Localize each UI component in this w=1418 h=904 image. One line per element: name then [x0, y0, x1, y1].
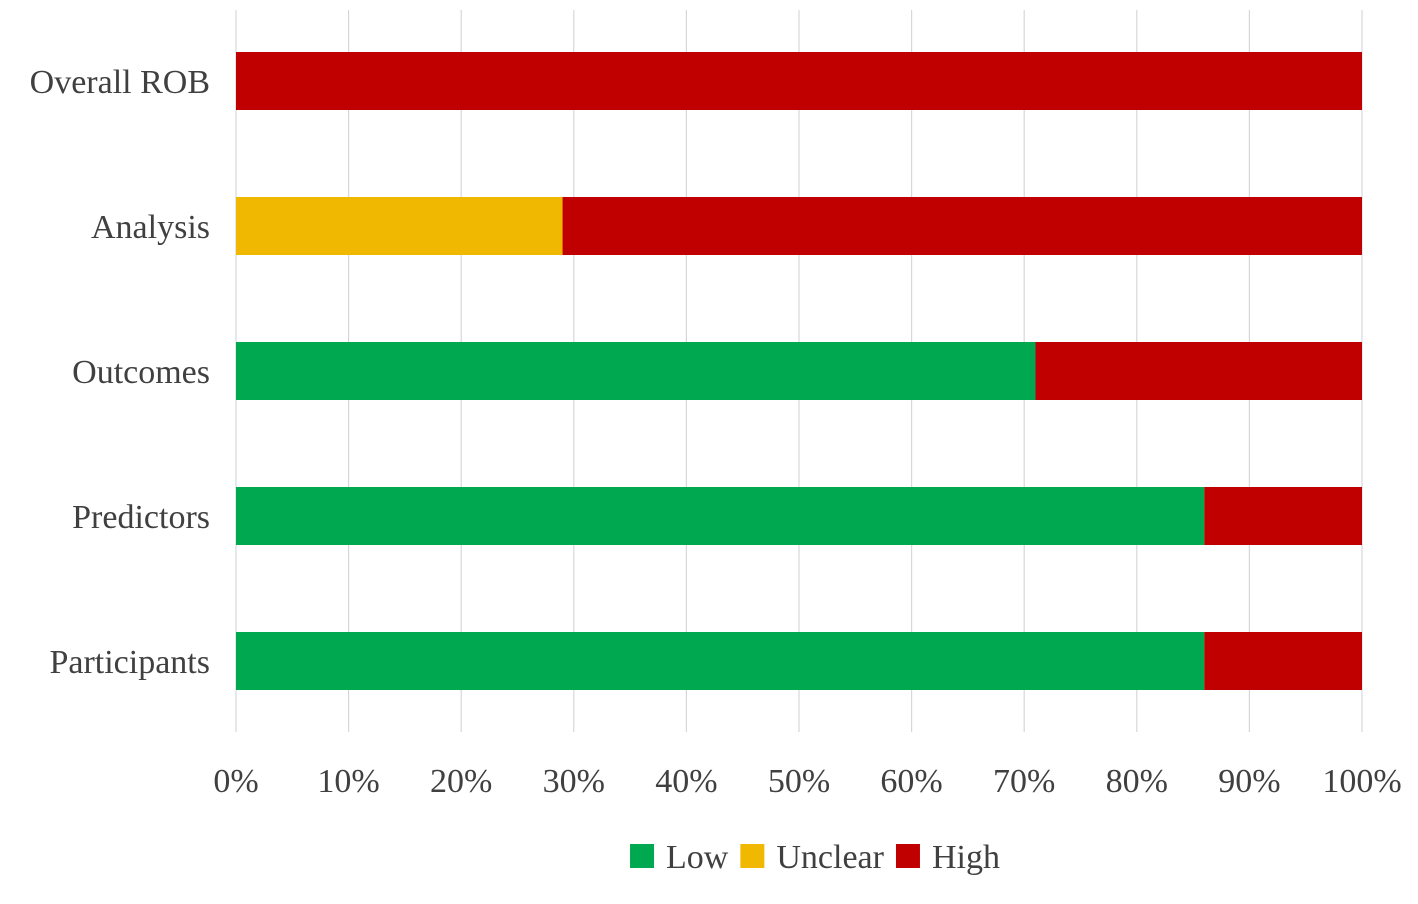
legend-swatch-low: [630, 844, 655, 868]
bar-predictors-high: [1204, 487, 1362, 545]
x-tick-labels: 0% 10% 20% 30% 40% 50% 60% 70% 80% 90% 100%: [213, 763, 1401, 800]
bar-outcomes-low: [236, 342, 1036, 400]
category-label-predictors: Predictors: [72, 499, 210, 536]
legend-label-high: High: [932, 839, 1000, 876]
category-label-overall-rob: Overall ROB: [30, 64, 210, 101]
category-labels: Overall ROB Analysis Outcomes Predictors Par…: [30, 64, 210, 681]
x-tick-label-40pct: 40%: [655, 763, 717, 800]
category-label-outcomes: Outcomes: [72, 354, 210, 391]
bar-outcomes-high: [1035, 342, 1362, 400]
bar-analysis-high: [562, 197, 1362, 255]
x-tick-label-90pct: 90%: [1218, 763, 1280, 800]
bar-participants-low: [236, 632, 1205, 690]
x-tick-label-30pct: 30%: [543, 763, 605, 800]
legend: Low Unclear High: [630, 839, 1000, 876]
legend-swatch-unclear: [740, 844, 765, 868]
x-tick-label-10pct: 10%: [317, 763, 379, 800]
legend-label-low: Low: [666, 839, 729, 876]
bar-predictors-low: [236, 487, 1205, 545]
x-tick-label-60pct: 60%: [880, 763, 942, 800]
x-tick-label-0pct: 0%: [213, 763, 258, 800]
x-tick-label-70pct: 70%: [993, 763, 1055, 800]
bar-analysis-unclear: [236, 197, 563, 255]
x-tick-label-20pct: 20%: [430, 763, 492, 800]
category-label-participants: Participants: [49, 644, 210, 681]
x-tick-label-50pct: 50%: [768, 763, 830, 800]
bar-participants-high: [1204, 632, 1362, 690]
x-tick-label-80pct: 80%: [1106, 763, 1168, 800]
bars: [236, 52, 1362, 690]
x-tick-label-100pct: 100%: [1322, 763, 1401, 800]
bar-overall-rob-high: [236, 52, 1362, 110]
category-label-analysis: Analysis: [91, 209, 210, 246]
legend-label-unclear: Unclear: [776, 839, 884, 876]
legend-swatch-high: [895, 844, 920, 868]
